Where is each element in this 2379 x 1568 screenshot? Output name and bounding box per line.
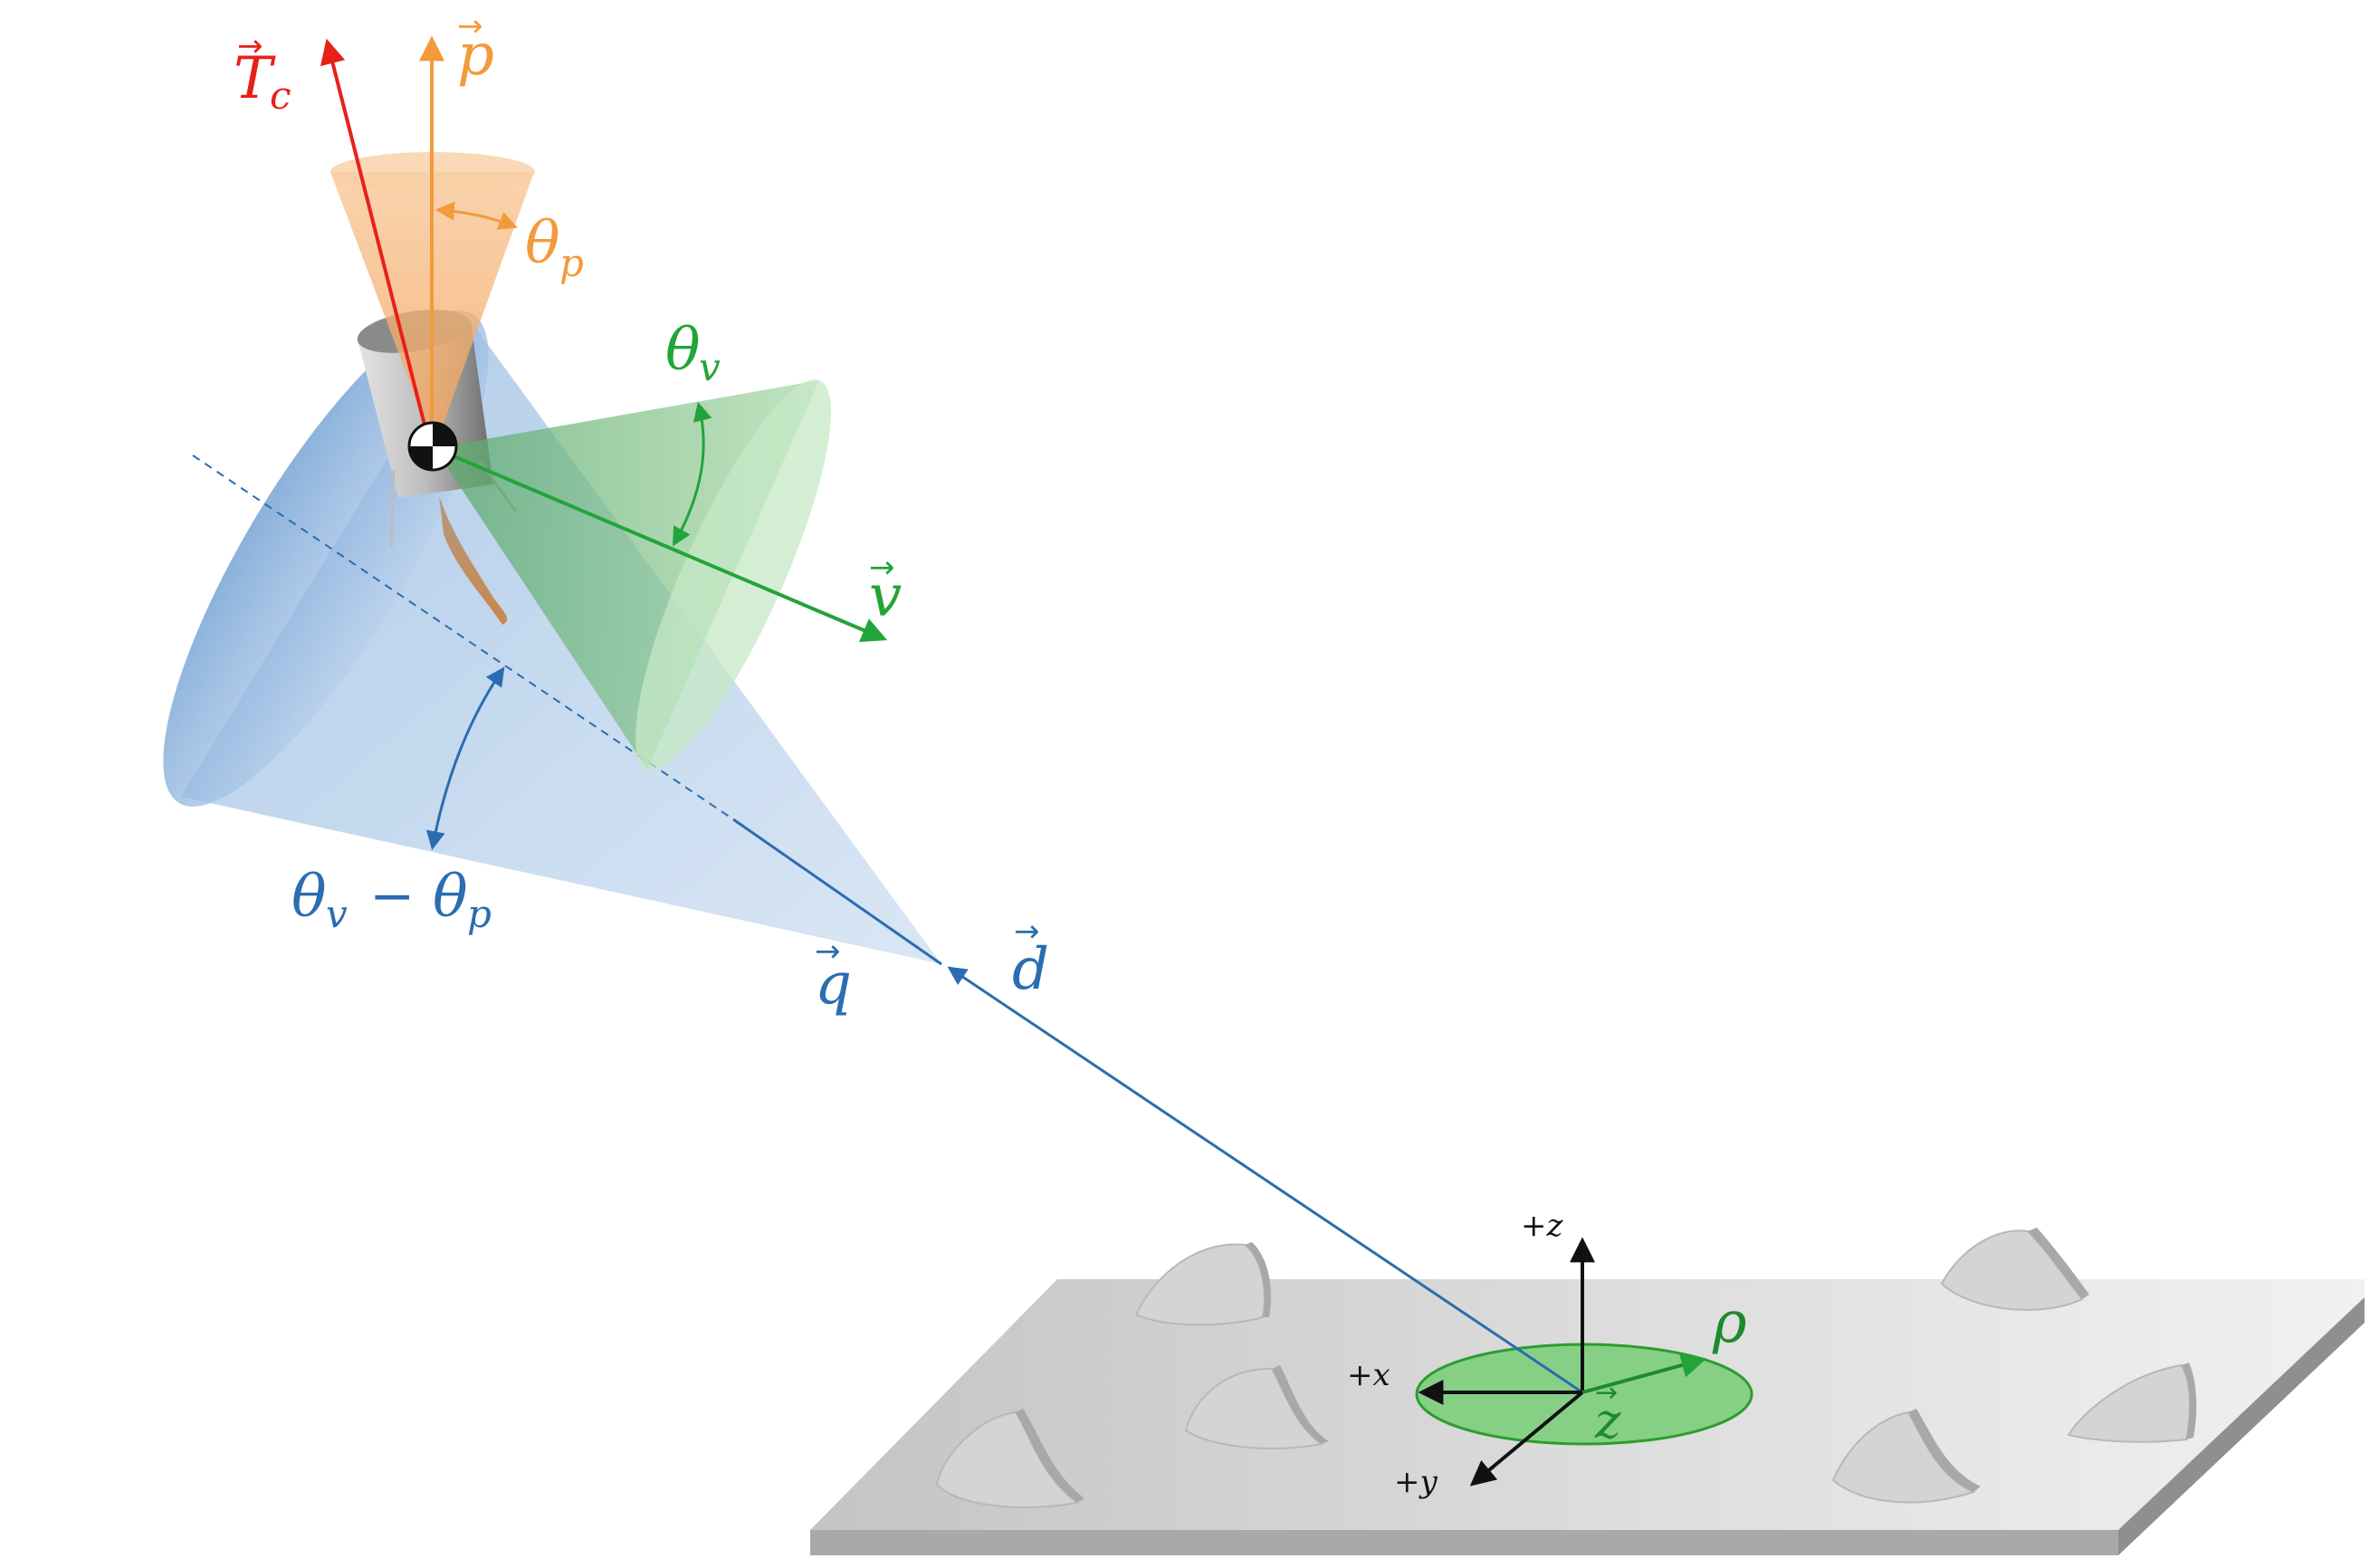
plate-side-face xyxy=(2118,1297,2365,1555)
rock-3-shade xyxy=(1016,1409,1084,1503)
center-of-mass-marker xyxy=(407,421,458,472)
label-z-vec-letter: z xyxy=(1594,1392,1621,1449)
rock-5 xyxy=(2067,1363,2191,1443)
glide-cone-body xyxy=(181,321,941,964)
label-theta-p-sub: p xyxy=(559,241,584,285)
label-pointing-p: p xyxy=(457,22,494,89)
label-pointing-hat: → xyxy=(457,8,483,44)
rock-2-shade xyxy=(1272,1365,1329,1444)
rock-1 xyxy=(1134,1243,1266,1326)
range-vector-arrow xyxy=(947,966,1583,1394)
label-velocity: v → xyxy=(869,550,902,630)
glide-cone-axis-solid xyxy=(732,817,942,966)
label-axis-y: +y xyxy=(1394,1464,1438,1500)
label-thrust-hat: → xyxy=(237,28,263,64)
theta-p-arc xyxy=(435,201,518,230)
rock-5-shade xyxy=(2182,1362,2197,1439)
label-theta-v-symbol: θ xyxy=(665,317,701,384)
label-cone-minus: − xyxy=(369,865,415,928)
velocity-cone-body xyxy=(435,380,819,770)
label-velocity-hat: → xyxy=(869,550,895,586)
engine-plume xyxy=(439,496,508,625)
label-q-hat: → xyxy=(815,933,841,970)
label-d-letter: d xyxy=(1012,936,1049,1003)
label-velocity-v: v xyxy=(869,563,902,630)
label-z-vec: z → xyxy=(1594,1377,1621,1449)
label-thrust: T c → xyxy=(234,28,291,118)
rock-1-shade xyxy=(1245,1242,1271,1317)
glide-slope-cone xyxy=(163,311,942,966)
surface-rocks xyxy=(935,1228,2197,1508)
label-pointing: p → xyxy=(457,8,494,89)
theta-v-arc xyxy=(672,401,712,547)
thrust-vector-arrow xyxy=(320,38,432,447)
label-d: d → xyxy=(1012,913,1049,1003)
cone-half-angle-arc xyxy=(425,666,505,851)
lander-leg-1 xyxy=(389,470,396,549)
label-z-vec-hat: → xyxy=(1595,1377,1618,1409)
label-theta-p: θ p xyxy=(525,210,584,285)
axis-y-arrow xyxy=(1469,1391,1584,1487)
label-rho: ρ xyxy=(1712,1289,1747,1356)
label-cone-angle: θ v − θ p xyxy=(291,864,492,936)
plate-front-face xyxy=(810,1530,2118,1555)
velocity-vector-arrow xyxy=(434,446,888,643)
rock-6-shade xyxy=(1908,1409,1981,1492)
label-cone-theta-v: θ xyxy=(291,864,327,931)
label-thrust-sub: c xyxy=(270,73,291,118)
label-axis-z: +z xyxy=(1521,1208,1563,1244)
label-axis-x: +x xyxy=(1347,1357,1390,1393)
label-cone-theta-v-sub: v xyxy=(326,892,348,936)
label-cone-theta-p-sub: p xyxy=(467,892,492,936)
label-theta-p-symbol: θ xyxy=(525,210,560,277)
label-thrust-T: T xyxy=(234,45,276,112)
rock-4-shade xyxy=(2028,1228,2089,1299)
landing-frame xyxy=(1418,1237,1707,1487)
rho-arrow xyxy=(1581,1353,1707,1394)
label-theta-v-sub: v xyxy=(699,345,721,389)
label-q-letter: q xyxy=(815,951,852,1018)
label-theta-v: θ v xyxy=(665,317,721,389)
label-cone-theta-p: θ xyxy=(433,864,468,931)
label-d-hat: → xyxy=(1014,913,1040,950)
label-q: q → xyxy=(815,933,852,1018)
